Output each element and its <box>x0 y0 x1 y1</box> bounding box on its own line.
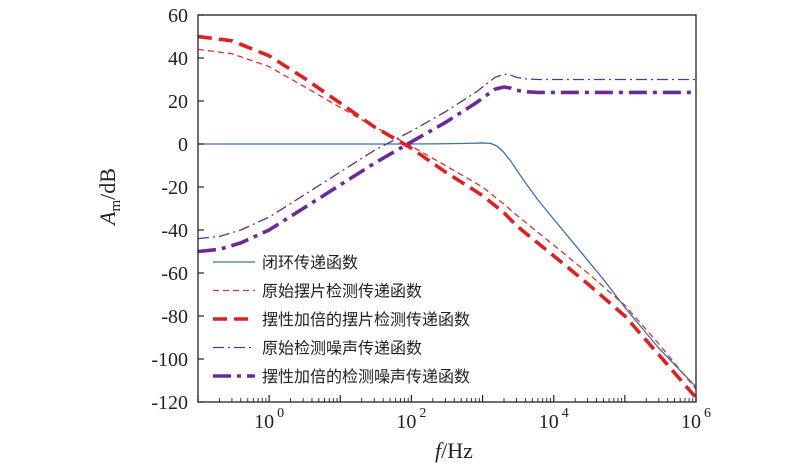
legend: 闭环传递函数原始摆片检测传递函数摆性加倍的摆片检测传递函数原始检测噪声传递函数摆… <box>213 253 470 386</box>
x-tick-label: 10 <box>396 411 416 433</box>
y-tick-label: -20 <box>161 177 188 199</box>
axes-layer <box>197 14 697 403</box>
x-tick-exponent: 0 <box>277 406 284 421</box>
y-tick-label: -120 <box>151 392 188 414</box>
legend-label-4: 原始检测噪声传递函数 <box>262 339 422 358</box>
x-tick-exponent: 4 <box>562 406 569 421</box>
plot-frame <box>197 14 697 403</box>
series-line-2 <box>198 48 696 391</box>
x-tick-exponent: 6 <box>704 406 711 421</box>
series-line-1 <box>198 142 696 388</box>
legend-label-5: 摆性加倍的检测噪声传递函数 <box>262 367 470 386</box>
series-line-3 <box>198 34 696 401</box>
x-tick-label: 10 <box>539 411 559 433</box>
x-tick-exponent: 2 <box>419 406 426 421</box>
legend-label-2: 原始摆片检测传递函数 <box>262 282 422 301</box>
series-line-5 <box>198 85 696 254</box>
y-tick-label: -100 <box>151 349 188 371</box>
y-tick-label: 40 <box>168 48 188 70</box>
y-tick-label: 60 <box>168 5 188 27</box>
x-tick-label: 10 <box>254 411 274 433</box>
y-axis-title: Am/dB <box>95 168 124 227</box>
legend-label-3: 摆性加倍的摆片检测传递函数 <box>262 310 470 329</box>
x-axis-title: f/Hz <box>435 438 473 463</box>
axis-titles: f/Hz Am/dB <box>95 168 473 463</box>
series-layer <box>198 34 696 401</box>
y-tick-label: -80 <box>161 306 188 328</box>
legend-label-1: 闭环传递函数 <box>262 253 358 272</box>
y-tick-label: 20 <box>168 91 188 113</box>
series-line-4 <box>198 73 696 240</box>
y-tick-label: -40 <box>161 220 188 242</box>
x-tick-label: 10 <box>681 411 701 433</box>
y-tick-label: -60 <box>161 263 188 285</box>
y-tick-label: 0 <box>178 134 188 156</box>
